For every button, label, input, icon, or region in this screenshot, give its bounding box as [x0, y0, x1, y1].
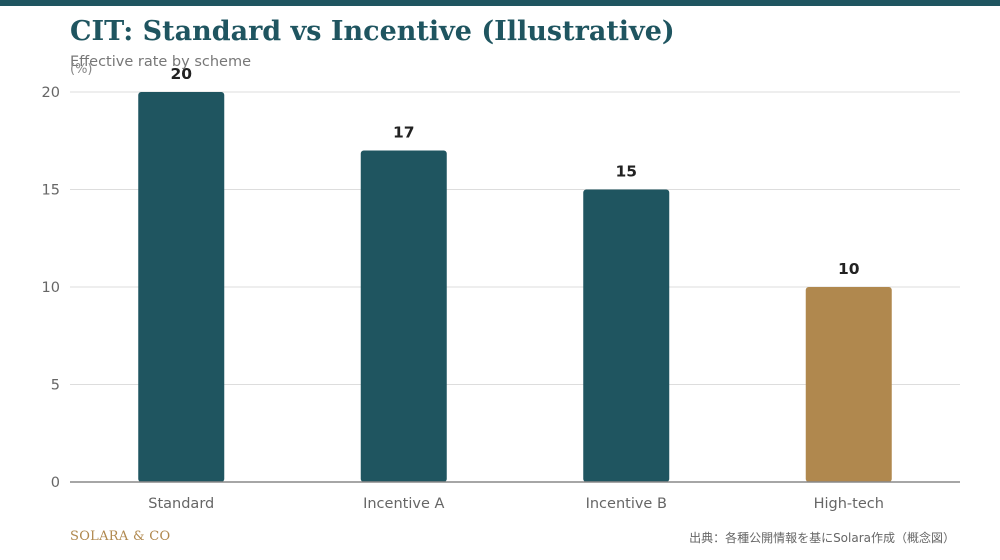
bar: [805, 287, 892, 482]
y-axis-unit: (%): [70, 62, 93, 77]
x-category-label: Incentive B: [586, 496, 667, 512]
chart-subtitle: Effective rate by scheme: [70, 54, 252, 70]
y-tick-label: 5: [51, 378, 60, 394]
bar: [360, 150, 447, 482]
x-category-label: High-tech: [814, 496, 884, 512]
bar: [583, 189, 670, 482]
bar-value-label: 15: [615, 163, 637, 181]
y-tick-label: 10: [42, 280, 60, 296]
bar-value-label: 17: [393, 124, 415, 142]
x-category-label: Standard: [148, 496, 214, 512]
y-tick-label: 0: [51, 475, 60, 491]
bar-value-label: 10: [838, 260, 860, 278]
brand-logo-text: SOLARA & CO: [70, 529, 171, 544]
x-category-label: Incentive A: [363, 496, 444, 512]
bar: [138, 92, 225, 482]
top-accent-bar: [0, 0, 1000, 6]
y-tick-label: 20: [42, 85, 60, 101]
y-tick-label: 15: [42, 183, 60, 199]
chart-title: CIT: Standard vs Incentive (Illustrative…: [70, 16, 675, 47]
bar-value-label: 20: [170, 65, 192, 83]
source-note: 出典：各種公開情報を基にSolara作成（概念図）: [689, 531, 955, 545]
